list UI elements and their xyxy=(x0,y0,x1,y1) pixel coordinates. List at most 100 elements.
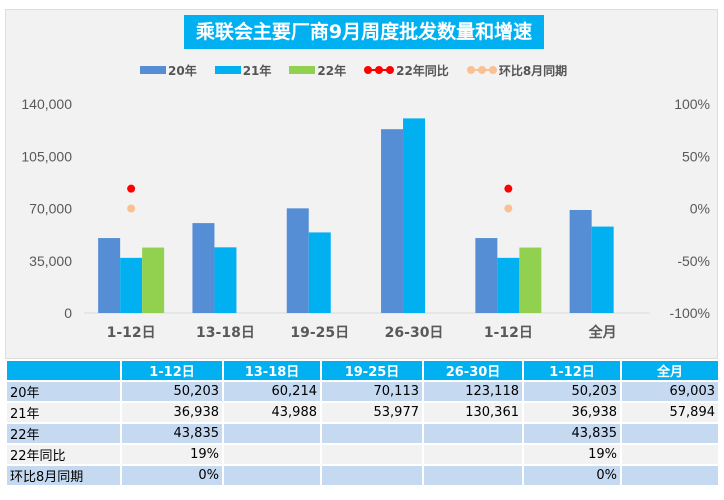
legend-label: 21年 xyxy=(242,63,272,78)
table-cell xyxy=(422,464,524,487)
legend-label: 20年 xyxy=(168,63,197,78)
bar-20年 xyxy=(98,238,121,313)
bar-21年 xyxy=(591,226,614,313)
table-cell: 36,938 xyxy=(522,401,622,424)
table-cell xyxy=(422,443,524,466)
table-cell: 36,938 xyxy=(120,401,224,424)
legend-swatch xyxy=(140,66,166,74)
table-cell: 43,835 xyxy=(120,422,224,445)
bar-21年 xyxy=(120,257,143,313)
table-cell: 19% xyxy=(120,443,224,466)
table-cell xyxy=(222,422,322,445)
table-cell: 43,988 xyxy=(222,401,322,424)
table-row: 21年 36,938 43,988 53,977 130,361 36,938 57,894 xyxy=(5,401,720,424)
table-cell: 50,203 xyxy=(120,380,224,403)
legend-item: 22年 xyxy=(289,61,346,79)
y-tick-label: 35,000 xyxy=(29,253,72,269)
table-cell: 60,214 xyxy=(222,380,322,403)
table-cell xyxy=(320,422,424,445)
table-row: 22年 43,835 43,835 xyxy=(5,422,720,445)
bar-21年 xyxy=(214,247,237,313)
x-tick-label: 全月 xyxy=(588,324,617,341)
plot: 0 35,000 70,000 105,000 140,000 -100% -50% 0% 50… xyxy=(21,96,710,341)
table-row: 20年 50,203 60,214 70,113 123,118 50,203 69,003 xyxy=(5,380,720,403)
y2-tick-label: 100% xyxy=(674,96,710,112)
bar-20年 xyxy=(475,238,498,313)
table-cell: 0% xyxy=(120,464,224,487)
table-cell xyxy=(320,464,424,487)
table-cell xyxy=(620,464,720,487)
row-label: 22年同比 xyxy=(5,443,122,466)
row-label: 21年 xyxy=(5,401,122,424)
x-tick-label: 13-18日 xyxy=(196,325,255,341)
legend-item: 21年 xyxy=(214,61,272,79)
legend-label: 22年同比 xyxy=(396,63,449,78)
bar-20年 xyxy=(286,208,309,313)
y2-tick-label: 50% xyxy=(682,148,710,164)
bar-22年 xyxy=(519,247,542,313)
bar-22年 xyxy=(142,247,165,313)
legend-swatch xyxy=(289,66,316,74)
point-22年同比 xyxy=(504,184,513,193)
table-cell: 0% xyxy=(522,464,622,487)
table-cell: 70,113 xyxy=(320,380,424,403)
x-tick-label: 19-25日 xyxy=(290,325,349,341)
column-header: 全月 xyxy=(620,359,720,382)
table-row: 环比8月同期 0% 0% xyxy=(5,464,720,487)
point-环比8月同期 xyxy=(504,204,513,213)
column-header: 26-30日 xyxy=(422,359,524,382)
table-cell xyxy=(422,422,524,445)
table-cell xyxy=(620,422,720,445)
table-cell: 69,003 xyxy=(620,380,720,403)
table-cell: 130,361 xyxy=(422,401,524,424)
y-tick-label: 0 xyxy=(64,305,72,321)
column-header: 1-12日 xyxy=(522,359,622,382)
legend-marker-icon xyxy=(364,66,395,74)
x-tick-label: 26-30日 xyxy=(385,325,444,341)
legend-item: 环比8月同期 xyxy=(466,61,568,79)
table-cell xyxy=(222,443,322,466)
data-table: 1-12日 13-18日 19-25日 26-30日 1-12日 全月 20年 50,203 6… xyxy=(5,359,720,487)
column-header: 1-12日 xyxy=(120,359,224,382)
legend-item: 22年同比 xyxy=(364,61,449,79)
point-环比8月同期 xyxy=(127,204,136,213)
y2-tick-label: 0% xyxy=(690,201,710,217)
column-header: 13-18日 xyxy=(222,359,322,382)
table-cell: 43,835 xyxy=(522,422,622,445)
legend-item: 20年 xyxy=(140,61,197,79)
y-tick-label: 105,000 xyxy=(21,148,72,164)
table-cell: 57,894 xyxy=(620,401,720,424)
legend: 20年 21年 22年 22年同比 环比8月同期 xyxy=(140,61,567,79)
column-header: 19-25日 xyxy=(320,359,424,382)
row-label: 环比8月同期 xyxy=(5,464,122,487)
x-tick-label: 1-12日 xyxy=(107,325,156,341)
bar-21年 xyxy=(497,257,520,313)
table-cell: 123,118 xyxy=(422,380,524,403)
bar-20年 xyxy=(192,223,215,313)
x-tick-label: 1-12日 xyxy=(484,325,533,341)
table-header: 1-12日 13-18日 19-25日 26-30日 1-12日 全月 xyxy=(5,359,720,382)
table-cell: 19% xyxy=(522,443,622,466)
chart-title: 乘联会主要厂商9月周度批发数量和增速 xyxy=(184,15,544,49)
table-cell: 53,977 xyxy=(320,401,424,424)
legend-label: 环比8月同期 xyxy=(498,63,568,78)
y-tick-label: 140,000 xyxy=(21,96,72,112)
table-cell xyxy=(620,443,720,466)
bar-20年 xyxy=(381,129,404,313)
legend-marker-icon xyxy=(466,66,497,74)
bar-20年 xyxy=(569,209,592,313)
table-row: 22年同比 19% 19% xyxy=(5,443,720,466)
table-cell xyxy=(222,464,322,487)
row-label: 20年 xyxy=(5,380,122,403)
y-tick-label: 70,000 xyxy=(29,201,72,217)
bar-21年 xyxy=(308,232,331,313)
legend-label: 22年 xyxy=(317,63,347,78)
table-cell xyxy=(320,443,424,466)
bar-21年 xyxy=(403,118,426,313)
table-cell: 50,203 xyxy=(522,380,622,403)
column-header xyxy=(5,359,122,382)
row-label: 22年 xyxy=(5,422,122,445)
y2-tick-label: -50% xyxy=(677,253,710,269)
point-22年同比 xyxy=(127,184,136,193)
legend-swatch xyxy=(214,66,241,74)
